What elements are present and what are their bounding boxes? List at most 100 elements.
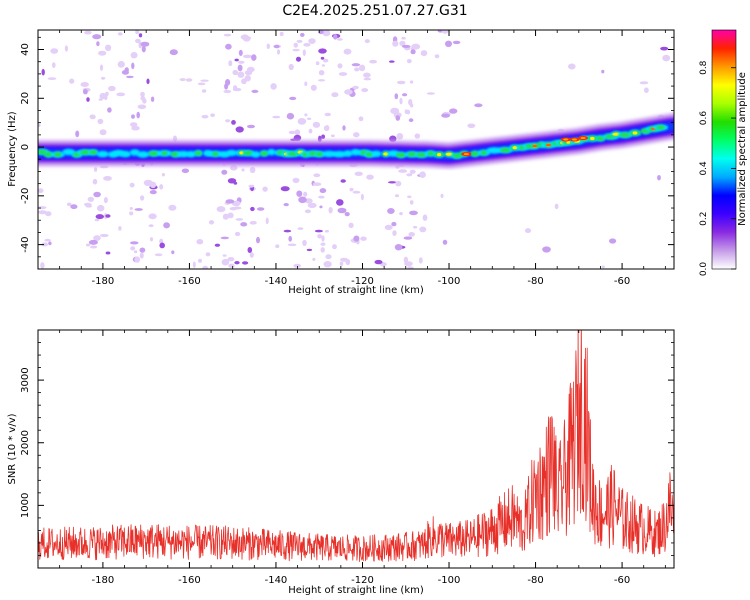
spectrogram-noise-blob xyxy=(348,222,354,228)
spectrogram-noise-blob xyxy=(418,257,423,264)
spectrogram-noise-blob xyxy=(283,229,292,233)
spectrogram-x-tick-label: -60 xyxy=(614,276,630,287)
spectrogram-ridge-blob xyxy=(343,150,353,157)
spectrogram-noise-blob xyxy=(363,72,371,78)
spectrogram-noise-blob xyxy=(318,79,326,82)
spectrogram-noise-blob xyxy=(474,103,483,108)
spectrogram-noise-blob xyxy=(192,261,196,269)
spectrogram-noise-blob xyxy=(225,43,232,50)
spectrogram-noise-blob xyxy=(84,30,92,35)
spectrogram-noise-blob xyxy=(149,181,157,188)
spectrogram-noise-blob xyxy=(99,64,104,71)
spectrogram-noise-blob xyxy=(317,234,322,239)
colorbar-frame xyxy=(711,29,737,270)
snr-x-tick-label: -160 xyxy=(178,575,201,586)
spectrogram-noise-blob xyxy=(266,43,270,50)
spectrogram-noise-blob xyxy=(214,243,221,247)
spectrogram-noise-blob xyxy=(96,41,100,47)
colorbar-bar xyxy=(712,30,736,269)
spectrogram-noise-blob xyxy=(237,71,245,78)
spectrogram-noise-blob xyxy=(662,54,671,62)
spectrogram-noise-blob xyxy=(296,56,301,62)
spectrogram-noise-blob xyxy=(70,204,78,210)
spectrogram-x-tick-label: -140 xyxy=(265,276,288,287)
colorbar-tick-label: 0.0 xyxy=(699,262,709,277)
spectrogram-noise-blob xyxy=(38,188,44,194)
spectrogram-noise-blob xyxy=(251,54,257,61)
spectrogram-noise-blob xyxy=(117,61,125,68)
spectrogram-noise-blob xyxy=(250,206,255,212)
spectrogram-noise-blob xyxy=(80,82,89,87)
spectrogram-noise-blob xyxy=(117,32,123,36)
spectrogram-noise-blob xyxy=(181,168,190,174)
spectrogram-noise-blob xyxy=(130,241,139,245)
spectrogram-noise-blob xyxy=(140,91,145,97)
spectrogram-noise-blob xyxy=(121,70,129,75)
spectrogram-noise-blob xyxy=(403,236,413,240)
spectrogram-noise-blob xyxy=(304,81,308,87)
spectrogram-noise-blob xyxy=(336,38,343,41)
spectrogram-noise-blob xyxy=(131,62,135,70)
spectrogram-noise-blob xyxy=(40,262,45,269)
spectrogram-noise-blob xyxy=(94,167,98,172)
snr-y-tick-label: 3000 xyxy=(20,367,31,392)
spectrogram-noise-blob xyxy=(90,245,98,249)
spectrogram-noise-blob xyxy=(313,173,321,178)
spectrogram-x-tick-label: -100 xyxy=(438,276,461,287)
spectrogram-noise-blob xyxy=(251,89,259,93)
spectrogram-noise-blob xyxy=(409,210,418,216)
spectrogram-noise-blob xyxy=(227,257,235,262)
spectrogram-noise-blob xyxy=(225,79,231,86)
spectrogram-noise-blob xyxy=(333,34,338,40)
spectrogram-noise-blob xyxy=(359,64,366,72)
spectrogram-noise-blob xyxy=(140,95,146,101)
spectrogram-noise-blob xyxy=(38,123,41,128)
spectrogram-noise-blob xyxy=(240,222,248,227)
spectrogram-noise-blob xyxy=(410,49,416,55)
spectrogram-noise-blob xyxy=(296,39,303,43)
spectrogram-noise-blob xyxy=(293,134,302,142)
spectrogram-noise-blob xyxy=(414,133,421,139)
spectrogram-noise-blob xyxy=(601,69,605,74)
spectrogram-noise-blob xyxy=(148,213,157,220)
spectrogram-noise-blob xyxy=(395,115,401,121)
spectrogram-noise-blob xyxy=(409,103,414,108)
spectrogram-noise-blob xyxy=(140,41,150,47)
spectrogram-noise-blob xyxy=(353,132,360,138)
spectrogram-noise-blob xyxy=(409,169,416,174)
colorbar-tick-label: 0.2 xyxy=(699,212,709,226)
spectrogram-noise-blob xyxy=(360,193,364,201)
spectrogram-noise-blob xyxy=(394,244,403,251)
spectrogram-noise-blob xyxy=(319,188,327,194)
spectrogram-noise-blob xyxy=(99,129,107,136)
spectrogram-noise-blob xyxy=(131,114,135,119)
spectrogram-noise-blob xyxy=(394,194,400,198)
spectrogram-ridge-blob xyxy=(546,143,552,147)
spectrogram-ridge-blob xyxy=(250,151,261,158)
spectrogram-noise-blob xyxy=(98,50,107,56)
spectrogram-noise-blob xyxy=(312,257,316,261)
spectrogram-noise-blob xyxy=(324,112,331,117)
spectrogram-noise-blob xyxy=(387,208,395,214)
spectrogram-noise-blob xyxy=(292,48,300,52)
spectrogram-noise-blob xyxy=(408,232,416,237)
spectrogram-noise-blob xyxy=(85,205,93,208)
spectrogram-noise-blob xyxy=(105,214,111,218)
snr-y-ticks: 1000 2000 3000 xyxy=(20,329,674,569)
spectrogram-ridge-blob xyxy=(619,132,632,138)
spectrogram-ridge-blob xyxy=(445,152,453,156)
spectrogram-noise-blob xyxy=(441,113,450,118)
spectrogram-noise-blob xyxy=(140,195,145,201)
spectrogram-ridge-blob xyxy=(427,151,434,156)
spectrogram-noise-blob xyxy=(644,87,649,93)
spectrogram-noise-blob xyxy=(228,263,235,268)
spectrogram-noise-blob xyxy=(279,31,284,37)
spectrogram-noise-blob xyxy=(396,133,404,140)
spectrogram-noise-blob xyxy=(221,258,230,266)
spectrogram-noise-blob xyxy=(411,43,421,50)
spectrogram-noise-blob xyxy=(306,248,313,252)
spectrogram-noise-blob xyxy=(297,227,304,231)
spectrogram-noise-blob xyxy=(374,259,383,265)
spectrogram-noise-blob xyxy=(47,77,57,80)
spectrogram-noise-blob xyxy=(293,263,302,268)
